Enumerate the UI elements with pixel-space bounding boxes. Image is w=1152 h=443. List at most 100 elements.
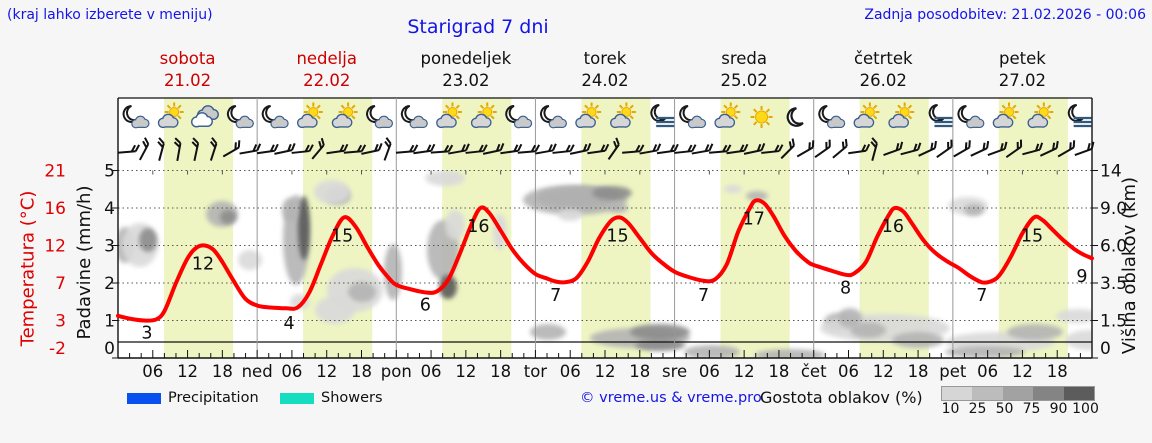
showers-swatch [280, 392, 314, 404]
grayscale-tick-label: 50 [995, 401, 1014, 417]
tmin-label: 3 [141, 324, 152, 344]
showers-label: Showers [321, 390, 383, 406]
cloud-blob [348, 282, 376, 302]
tmin-label: 4 [283, 314, 294, 334]
wind-barb [848, 143, 871, 155]
cloud-blob [220, 210, 236, 224]
cloud-blob [850, 322, 886, 338]
temp-tick-label: -2 [49, 339, 66, 359]
tmin-label: 7 [550, 286, 561, 306]
temp-tick-label: 16 [44, 199, 66, 219]
day-abbr-label: čet [801, 362, 827, 381]
precipitation-label: Precipitation [168, 390, 259, 406]
cloud-blob [1007, 324, 1063, 340]
wind-barb [138, 137, 150, 161]
wind-barb [1074, 141, 1095, 157]
wind-barb [936, 139, 953, 158]
tmax-label: 16 [882, 217, 904, 237]
wind-barb [239, 143, 262, 155]
cloud-blob [755, 349, 825, 358]
grayscale-tick-label: 75 [1022, 401, 1041, 417]
moon-cloud-icon [261, 105, 289, 129]
day-date: 26.02 [860, 71, 907, 90]
legend-precipitation: Precipitation [127, 390, 259, 406]
wind-barb [796, 140, 815, 158]
grayscale-tick-label: 25 [968, 401, 987, 417]
moon-icon [786, 107, 804, 127]
sun-cloud-icon [157, 102, 184, 129]
cloud-blob [1065, 330, 1092, 350]
tmax-label: 15 [331, 226, 353, 246]
sun-cloud-icon [575, 102, 602, 129]
grayscale-segment [942, 387, 973, 400]
cloud-blob [945, 346, 1025, 358]
hour-label: 18 [629, 362, 650, 381]
day-abbr-label: sre [662, 362, 687, 381]
wind-barb [209, 137, 218, 161]
wind-barb [343, 144, 367, 154]
precipitation-swatch [127, 392, 161, 404]
tmax-label: 12 [192, 255, 214, 275]
day-name: sobota [160, 49, 216, 68]
cloud-blob [558, 209, 582, 221]
wind-barb [607, 137, 620, 160]
hour-label: 12 [316, 362, 337, 381]
sun-cloud-icon [436, 102, 462, 129]
day-date: 27.02 [999, 71, 1046, 90]
hour-label: 06 [142, 362, 163, 381]
tmax-label: 15 [606, 226, 628, 246]
wind-barb [500, 143, 523, 155]
hour-label: 18 [351, 362, 372, 381]
day-name: nedelja [296, 49, 357, 68]
cloud-density-scale: 10 25 50 75 90 100 [941, 386, 1099, 417]
moon-cloud-icon [400, 105, 428, 129]
tmin-label: 8 [840, 279, 851, 299]
moon-cloud-icon [366, 105, 394, 129]
wind-barb [222, 140, 241, 158]
cloud-blob [139, 228, 157, 252]
cloud-tick-label: 6.0 [1100, 237, 1127, 257]
sun-cloud-icon [331, 102, 358, 129]
day-date: 24.02 [581, 71, 628, 90]
moon-fog-icon [650, 104, 675, 128]
clouds-icon [190, 105, 219, 128]
wind-barb [274, 143, 296, 155]
legend-showers: Showers [280, 390, 383, 406]
day-date: 22.02 [303, 71, 350, 90]
wind-barb [1022, 142, 1044, 156]
wind-barb [656, 143, 679, 155]
wind-barb [832, 138, 848, 159]
cloud-tick-label: 1.5 [1100, 312, 1127, 332]
wind-barb [448, 143, 470, 155]
sun-cloud-icon [610, 102, 636, 129]
precip-tick-label: 4 [104, 199, 115, 219]
moon-cloud-icon [540, 105, 567, 129]
precip-tick-label: 5 [104, 162, 115, 182]
wind-barb [970, 140, 990, 157]
hour-label: 06 [699, 362, 720, 381]
copyright-link[interactable]: © vreme.us & vreme.pro [580, 390, 762, 406]
cloud-blob [530, 324, 566, 340]
temp-tick-label: 12 [44, 237, 66, 257]
wind-barb [256, 143, 279, 155]
hour-label: 18 [908, 362, 929, 381]
day-date: 25.02 [721, 71, 768, 90]
wind-barb [413, 143, 436, 155]
moon-cloud-icon [122, 105, 150, 129]
location-hint: (kraj lahko izberete v meniju) [7, 7, 213, 23]
hour-label: 12 [595, 362, 616, 381]
hour-label: 06 [838, 362, 859, 381]
temp-tick-label: 21 [44, 162, 66, 182]
day-date: 21.02 [164, 71, 211, 90]
daytime-band [163, 98, 234, 358]
hour-label: 06 [977, 362, 998, 381]
wind-barb [987, 141, 1008, 157]
day-name: torek [584, 49, 627, 68]
wind-barb [173, 137, 182, 162]
wind-barb [1005, 139, 1023, 158]
wind-barb [117, 144, 141, 154]
moon-fog-icon [928, 104, 953, 128]
moon-cloud-icon [679, 105, 707, 129]
grayscale-tick-label: 10 [941, 401, 960, 417]
